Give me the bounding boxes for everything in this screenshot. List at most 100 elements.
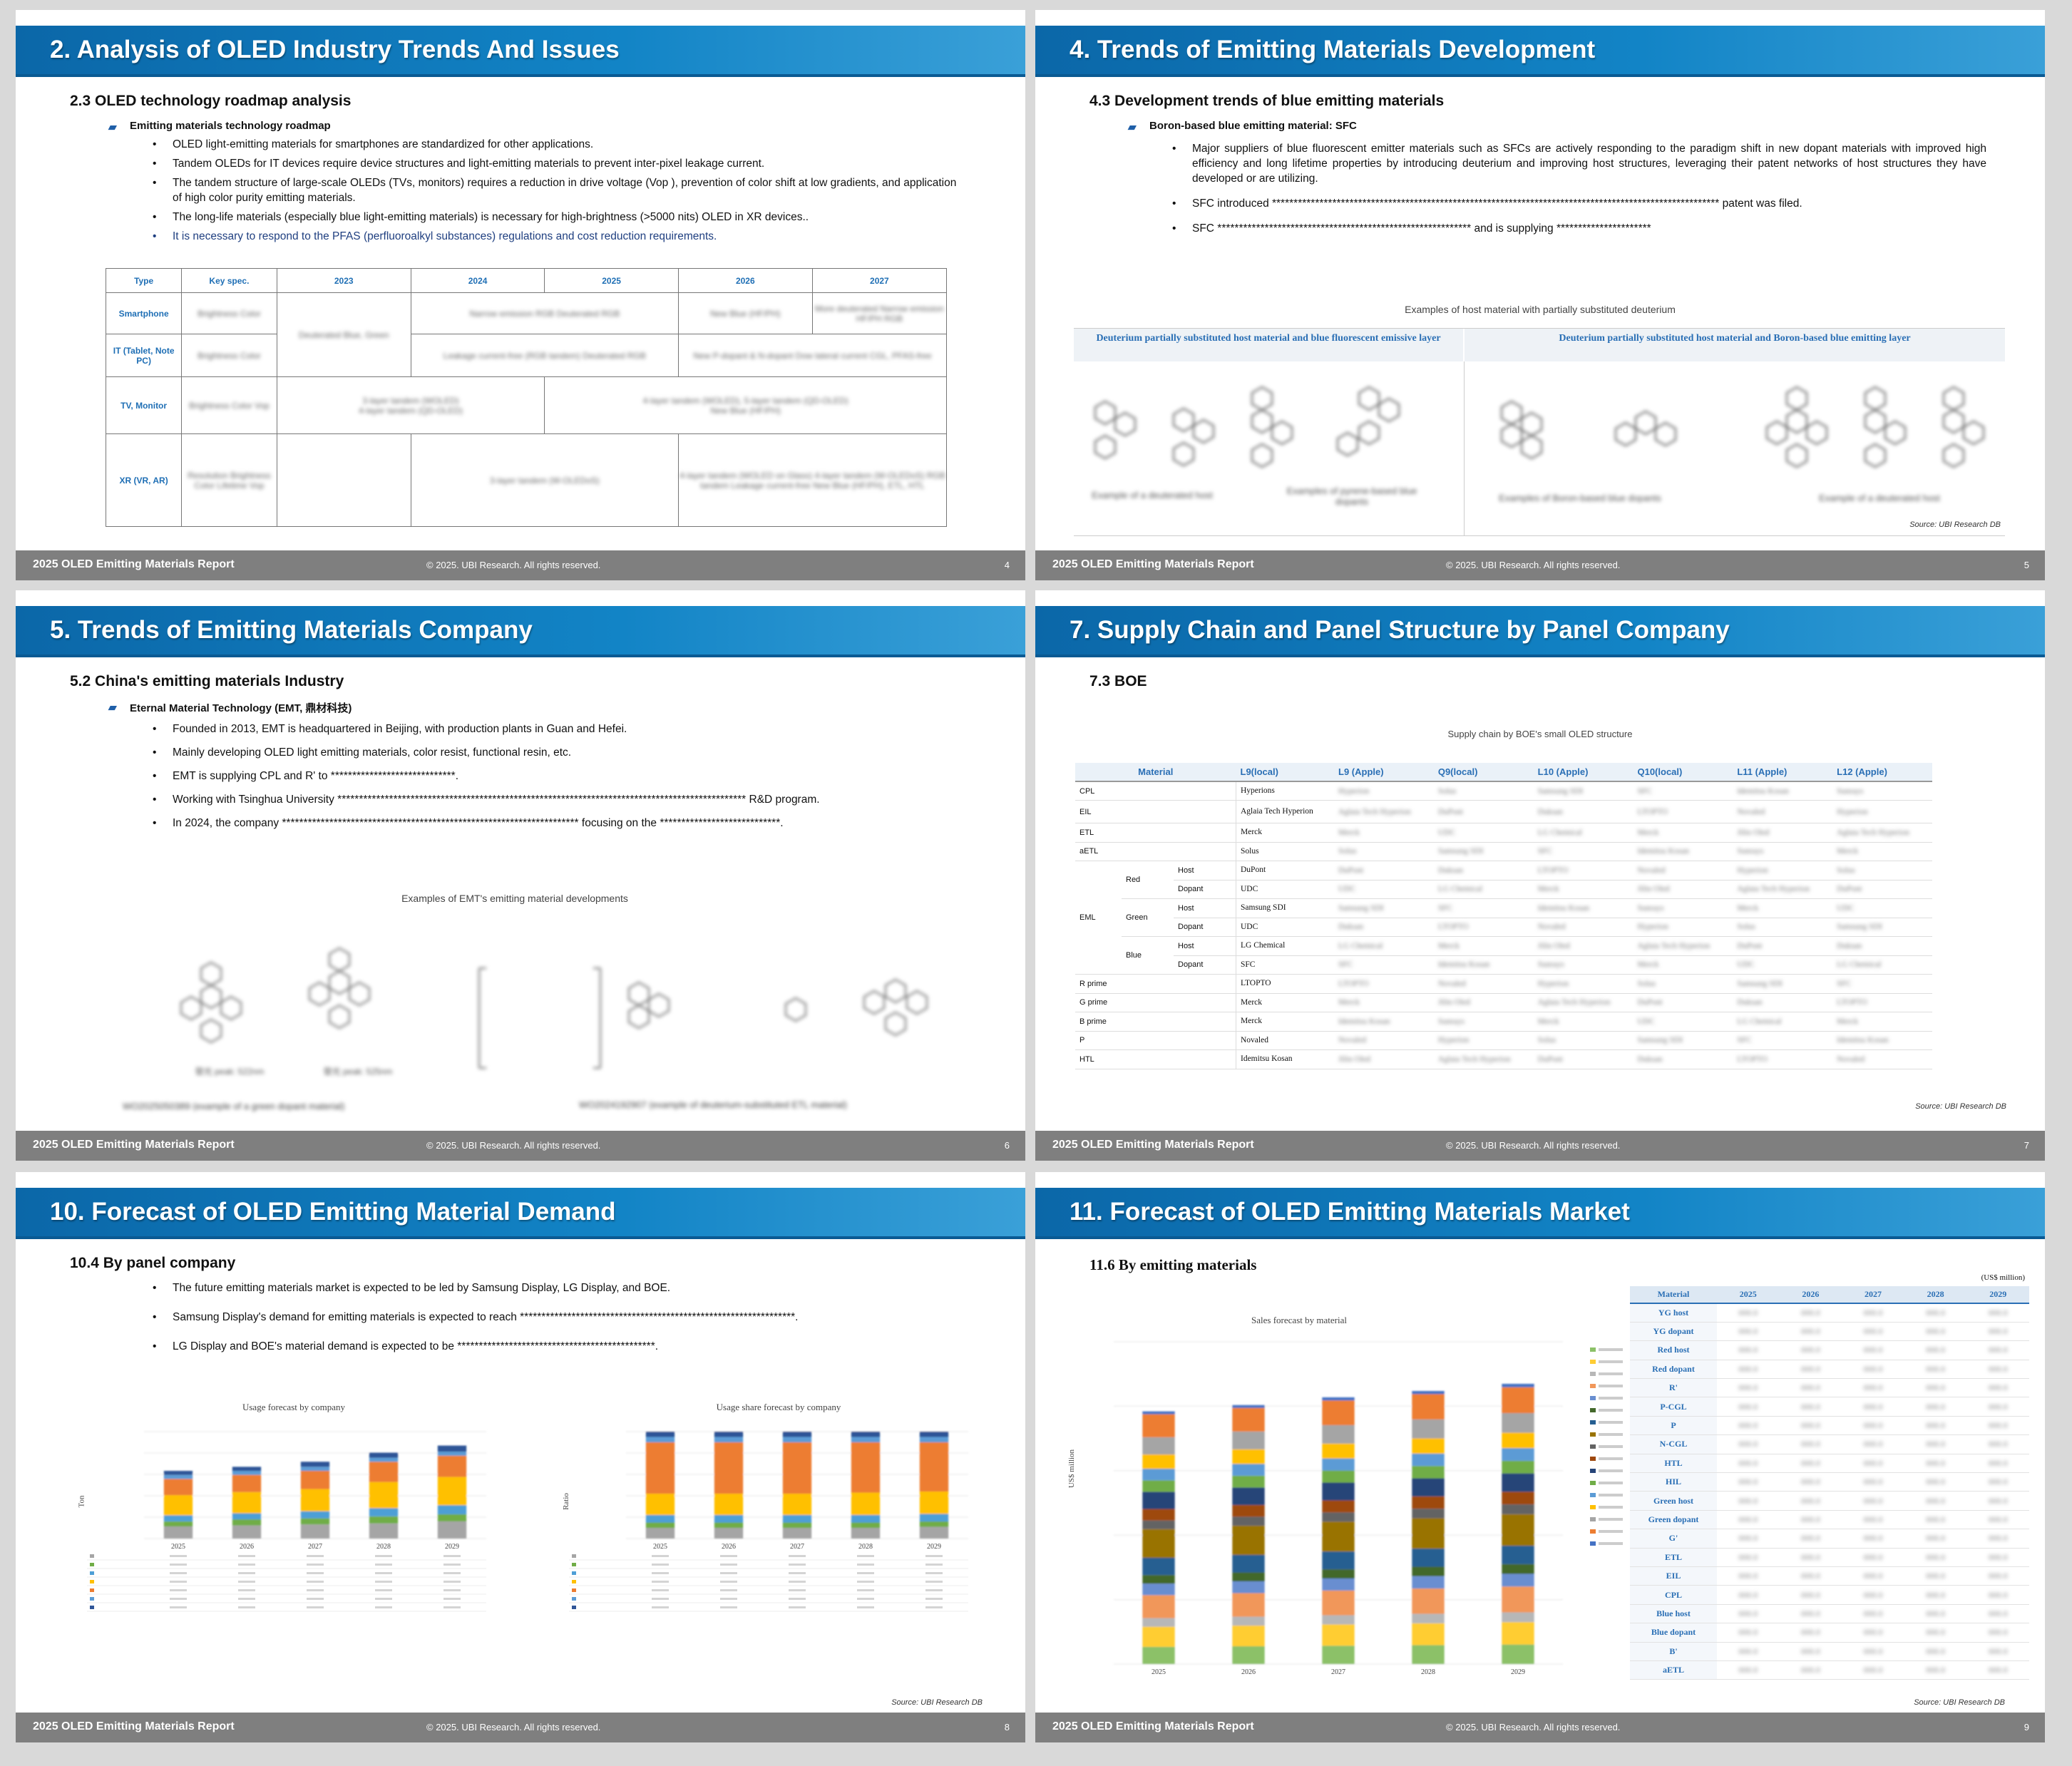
data-table-value-blurred	[857, 1564, 874, 1566]
bar-segment	[645, 1522, 675, 1528]
legend-label-blurred	[1599, 1360, 1623, 1363]
data-table-value-blurred	[170, 1555, 187, 1557]
blurred-cell: Merck	[1537, 1017, 1559, 1026]
slide-9[interactable]: 11. Forecast of OLED Emitting Materials …	[1035, 1172, 2045, 1742]
bar-segment	[300, 1467, 330, 1472]
figure-label: 發光 peak: 522nm	[195, 1067, 265, 1077]
blurred-cell: DuPont	[1437, 807, 1463, 816]
data-table-value-blurred	[238, 1606, 255, 1608]
blurred-value: 000.0	[1988, 1495, 2008, 1506]
blurred-cell: Duksan	[1437, 866, 1463, 875]
legend-label-blurred	[1599, 1542, 1623, 1545]
data-table-value-blurred	[170, 1564, 187, 1566]
slide-7[interactable]: 7. Supply Chain and Panel Structure by P…	[1035, 590, 2045, 1161]
blurred-cell: LTOPTO	[1437, 923, 1469, 932]
table-header-cell: Material	[1075, 763, 1236, 782]
blurred-value: 000.0	[1863, 1382, 1883, 1393]
blurred-value: 000.0	[1738, 1401, 1758, 1412]
bar-segment	[1502, 1574, 1534, 1587]
blurred-cell: Duksan	[1338, 923, 1364, 932]
blurred-cell: Leakage current-free (RGB tandem) Deuter…	[443, 350, 646, 361]
blurred-cell: DuPont	[1637, 998, 1663, 1007]
bar-segment	[1322, 1482, 1355, 1501]
bar-segment	[1322, 1443, 1355, 1459]
data-table-swatch	[90, 1580, 94, 1583]
blurred-cell: Brightness Color	[198, 350, 261, 361]
bar-segment	[919, 1514, 949, 1521]
table-header-cell: L12 (Apple)	[1832, 763, 1932, 782]
slide-8[interactable]: 10. Forecast of OLED Emitting Material D…	[16, 1172, 1025, 1742]
page-number: 6	[1004, 1140, 1010, 1151]
blurred-value: 000.0	[1926, 1307, 1946, 1318]
type-cell: Smartphone	[105, 292, 183, 334]
bar-segment	[1232, 1475, 1265, 1488]
bar-segment	[232, 1513, 262, 1520]
blurred-cell: 4-layer tandem (QD-OLED)	[358, 405, 463, 416]
bar-segment	[1322, 1624, 1355, 1646]
bar-segment	[919, 1492, 949, 1514]
x-tick-label: 2026	[722, 1543, 736, 1551]
blurred-cell: Hyperion	[1338, 786, 1370, 796]
slide-4[interactable]: 2. Analysis of OLED Industry Trends And …	[16, 10, 1025, 580]
figure-caption: Examples of host material with partially…	[1405, 304, 1676, 315]
blurred-value: 000.0	[1926, 1363, 1946, 1374]
blurred-cell: Aglaia Tech Hyperion	[1338, 807, 1411, 816]
list-item: EMT is supplying CPL and R' to *********…	[153, 769, 965, 784]
data-table-value-blurred	[857, 1606, 874, 1608]
bullet-label: Boron-based blue emitting material: SFC	[1149, 120, 1357, 132]
bar-segment	[714, 1432, 744, 1437]
bar-segment	[1502, 1432, 1534, 1449]
blurred-value: 000.0	[1863, 1608, 1883, 1618]
legend-label-blurred	[1599, 1457, 1623, 1460]
bar-segment	[437, 1521, 467, 1539]
sales-chart: 2025 2026 2027 2028 2029	[1114, 1341, 1623, 1676]
page-number: 8	[1004, 1722, 1010, 1732]
footer-report: 2025 OLED Emitting Materials Report	[33, 1139, 235, 1151]
data-table-value-blurred	[307, 1598, 324, 1600]
blurred-value: 000.0	[1988, 1401, 2008, 1412]
list-item: It is necessary to respond to the PFAS (…	[153, 229, 965, 244]
color-cell: Blue	[1122, 936, 1174, 975]
bar-segment	[1502, 1413, 1534, 1433]
bar-segment	[851, 1522, 881, 1528]
data-table-value-blurred	[652, 1564, 669, 1566]
blurred-value: 000.0	[1988, 1608, 2008, 1618]
material-cell: B prime	[1075, 1012, 1236, 1032]
slide-title: 7. Supply Chain and Panel Structure by P…	[1070, 616, 1730, 644]
footer-copyright: © 2025. UBI Research. All rights reserve…	[426, 1722, 601, 1732]
l9-local-cell: Solus	[1236, 842, 1334, 861]
bar-segment	[369, 1523, 399, 1539]
slide-5[interactable]: 4. Trends of Emitting Materials Developm…	[1035, 10, 2045, 580]
material-cell: P	[1075, 1031, 1236, 1050]
blurred-cell: Merck	[1837, 847, 1859, 856]
bar-segment	[1412, 1466, 1445, 1479]
blurred-value: 000.0	[1988, 1439, 2008, 1449]
x-tick-label: 2025	[171, 1543, 185, 1551]
blurred-cell: Merck	[1437, 941, 1460, 950]
bar-segment	[163, 1526, 193, 1539]
blurred-value: 000.0	[1800, 1326, 1820, 1337]
roadmap-table: Type Key spec. 2023 2024 2025 2026 2027 …	[105, 268, 948, 527]
data-table-value-blurred	[857, 1572, 874, 1574]
x-tick-label: 2029	[927, 1543, 941, 1551]
blurred-value: 000.0	[1738, 1420, 1758, 1431]
data-table-value-blurred	[720, 1572, 737, 1574]
bar-segment	[1142, 1583, 1175, 1596]
footer-report: 2025 OLED Emitting Materials Report	[1052, 1139, 1254, 1151]
data-table-swatch	[90, 1606, 94, 1609]
slide-6[interactable]: 5. Trends of Emitting Materials Company …	[16, 590, 1025, 1161]
bar-segment	[1322, 1551, 1355, 1570]
blurred-cell: Idemitsu Kosan	[1437, 960, 1490, 970]
bar-segment	[1322, 1590, 1355, 1616]
molecule-structures	[180, 947, 928, 1069]
bar-segment	[1502, 1492, 1534, 1505]
data-table-value-blurred	[238, 1589, 255, 1591]
blurred-value: 000.0	[1863, 1326, 1883, 1337]
list-item: Major suppliers of blue fluorescent emit…	[1172, 141, 1986, 186]
bar-segment	[919, 1432, 949, 1437]
section-subtitle: 2.3 OLED technology roadmap analysis	[70, 93, 352, 109]
bar-segment	[919, 1526, 949, 1539]
data-table-value-blurred	[375, 1598, 392, 1600]
table-row: P-CGL 000.0 000.0 000.0 000.0 000.0	[1630, 1397, 2029, 1417]
blurred-cell: LG Chemical	[1537, 828, 1582, 837]
